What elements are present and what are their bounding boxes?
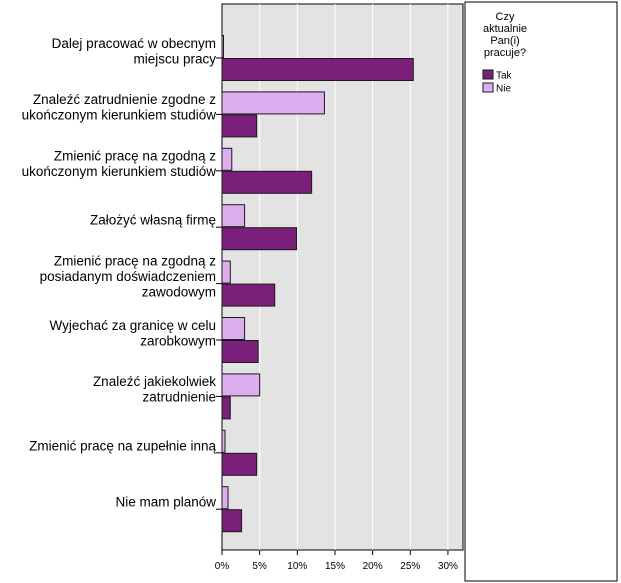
category-label: Zmienić pracę na zgodną z ukończonym kier… [22,149,217,180]
bar-tak [221,58,414,81]
bar-nie [221,429,226,453]
bar-nie [221,260,231,284]
bar-tak [221,452,258,476]
bar-nie [221,373,261,397]
category-label: Dalej pracować w obecnym miejscu pracy [52,36,217,67]
x-tick-label: 5% [252,561,267,572]
category-label: Zmienić pracę na zupełnie inną [29,438,216,453]
legend-label: Tak [496,71,513,82]
category-label: Nie mam planów [115,495,216,510]
legend-swatch [482,82,494,93]
category-label: Zmienić pracę na zgodną z posiadanym dośw… [40,254,217,300]
legend-label: Nie [496,84,511,95]
bar-nie [221,204,246,228]
bar-tak [221,340,259,363]
x-tick-label: 10% [287,561,307,572]
bar-nie [221,91,325,115]
bar-tak [221,509,243,533]
category-label: Wyjechać za granicę w celu zarobkowym [50,318,216,349]
bar-nie [221,147,233,171]
bars [216,35,414,533]
legend-title: Czy aktualnie Pan(i) pracuje? [483,11,527,59]
legend-swatch [482,69,494,80]
x-tick-label: 25% [400,561,420,572]
x-tick-label: 0% [215,561,230,572]
category-labels: Dalej pracować w obecnym miejscu pracy Zna… [22,36,217,510]
bar-tak [221,114,258,138]
bar-tak [221,283,276,307]
category-label: Znaleźć zatrudnienie zgodne z ukończonym … [22,92,217,123]
x-tick-label: 20% [363,561,383,572]
bar-tak [221,396,231,420]
bar-nie [221,317,246,340]
bar-nie [221,486,229,510]
x-tick-label: 30% [438,561,458,572]
bar-tak [221,227,298,251]
category-label: Założyć własną firmę [90,213,216,228]
legend-box [464,1,618,582]
bar-nie [221,35,225,58]
category-label: Znaleźć jakiekolwiek zatrudnienie [93,374,216,405]
plot-area [221,3,464,551]
legend: Czy aktualnie Pan(i) pracuje? Tak Nie [482,11,527,95]
x-axis: 0% 5% 10% 15% 20% 25% 30% [215,550,458,572]
x-tick-label: 15% [325,561,345,572]
bar-tak [221,170,313,194]
